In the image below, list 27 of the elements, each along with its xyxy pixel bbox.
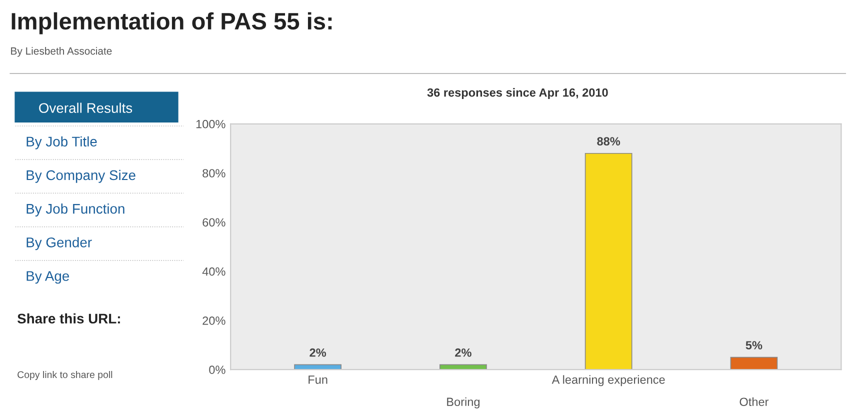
data-label: 5% (746, 341, 762, 350)
text: By Job Title (26, 136, 97, 150)
text: By Liesbeth Associate (11, 47, 112, 57)
text: By Company Size (26, 170, 136, 183)
bar (584, 152, 632, 370)
text: Share this URL: (17, 313, 120, 324)
y-tick-label: 20% (202, 316, 226, 325)
text: Copy link to share poll (18, 370, 112, 380)
text: By Age (26, 271, 70, 284)
y-tick-label: 60% (202, 218, 226, 227)
x-tick-label: Fun (308, 376, 328, 384)
text: By Gender (26, 237, 92, 250)
x-tick-label: A learning experience (552, 375, 665, 386)
y-tick-label: 0% (209, 366, 226, 374)
text: 36 responses since Apr 16, 2010 (427, 88, 608, 100)
bar (730, 356, 778, 370)
y-tick-label: 80% (202, 169, 226, 178)
y-tick-label: 40% (202, 267, 226, 276)
x-tick-label: Other (740, 397, 769, 406)
data-label: 88% (597, 137, 620, 146)
x-tick-label: Boring (447, 397, 480, 408)
text: By Job Function (26, 204, 124, 216)
y-tick-label: 100% (196, 120, 226, 128)
data-label: 2% (455, 348, 472, 357)
data-label: 2% (310, 348, 326, 357)
chart-title: Implementation of PAS 55 is: (12, 12, 332, 34)
text: Overall Results (39, 102, 132, 113)
